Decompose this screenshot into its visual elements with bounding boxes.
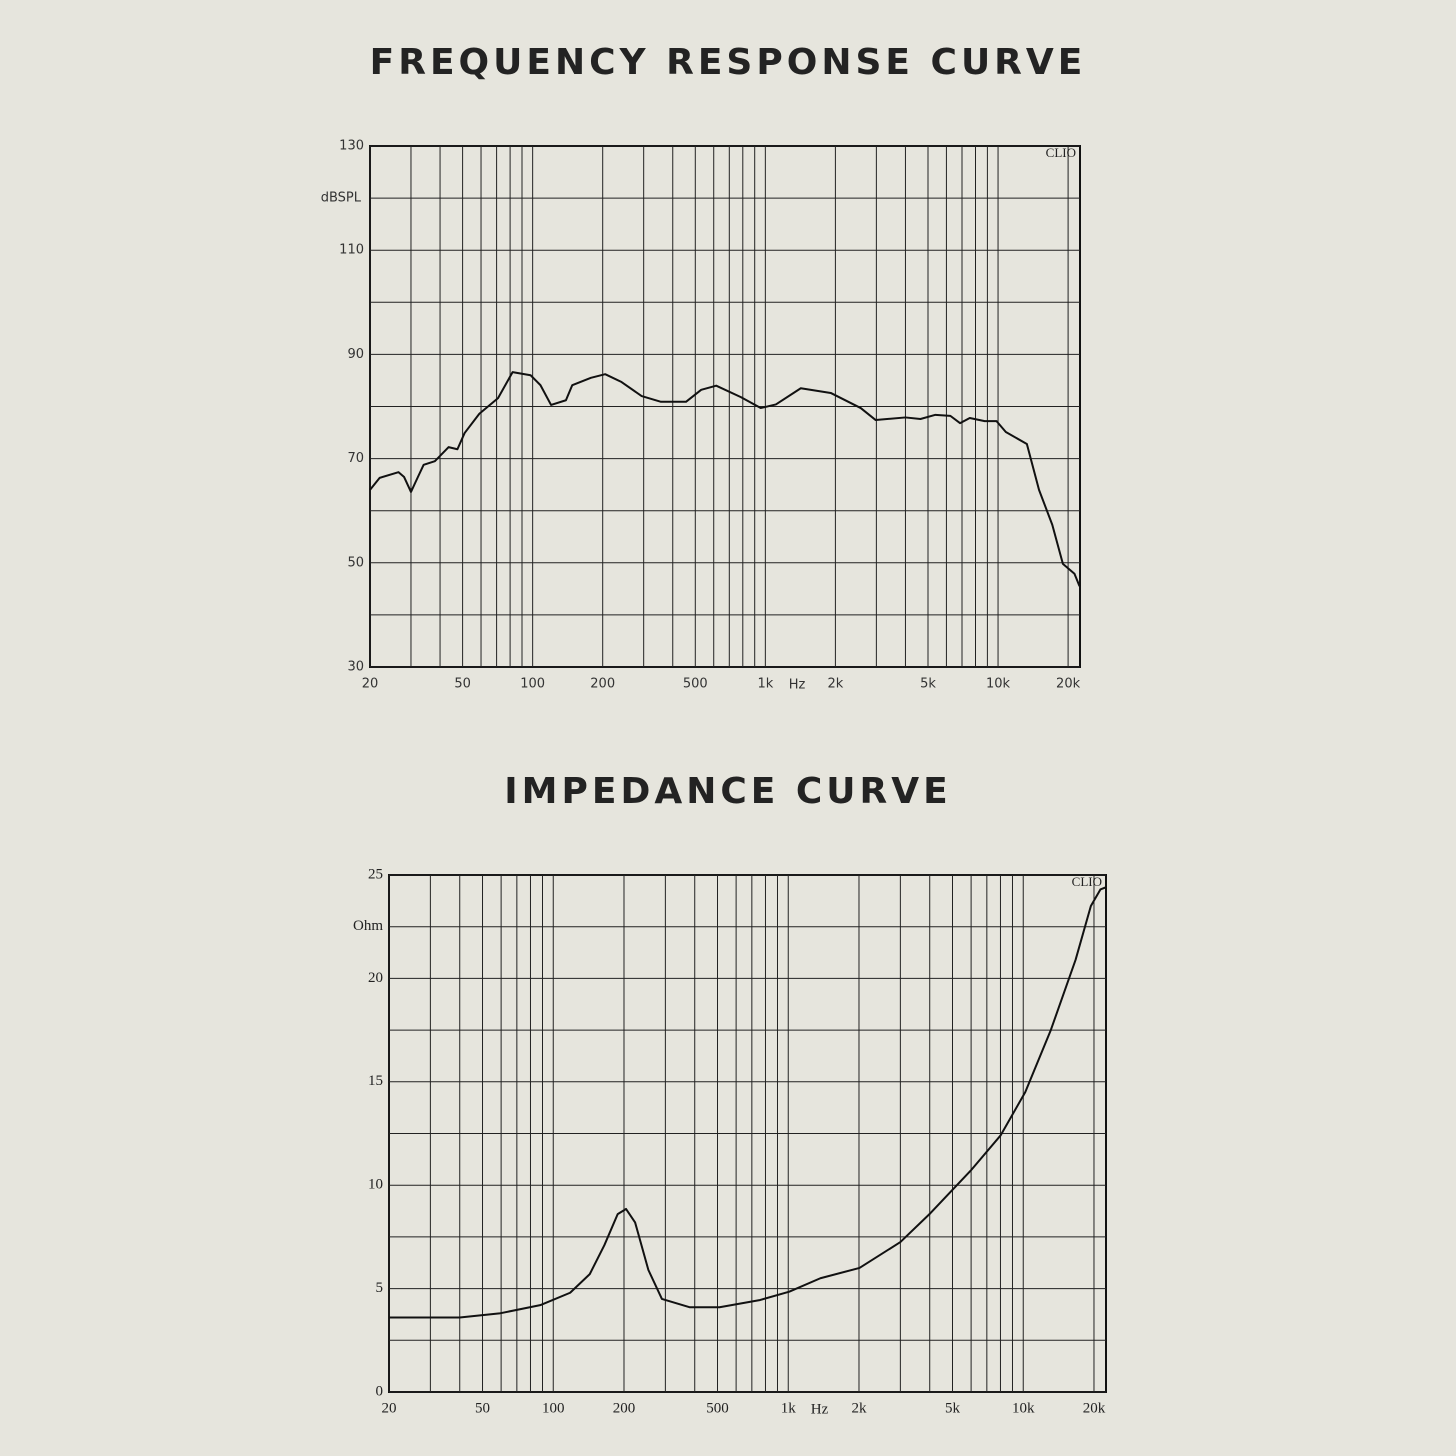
x-tick-label: 100 [542,1400,565,1416]
y-tick-label: 15 [368,1073,383,1089]
x-tick-label: 1k [757,677,773,692]
x-tick-label: 500 [683,677,708,692]
x-tick-label: 20k [1083,1400,1106,1416]
x-tick-label: 10k [986,677,1011,692]
response-line [369,371,1081,587]
y-tick-label: 130 [339,139,364,154]
x-tick-label: 200 [590,677,615,692]
y-tick-label: 25 [368,866,383,882]
x-tick-label: 20 [362,677,379,692]
x-tick-label: 50 [475,1400,490,1416]
y-tick-label: 50 [347,555,364,570]
annotation: CLIO [1072,874,1102,889]
x-axis-label: Hz [789,678,806,693]
y-tick-label: 110 [339,243,364,258]
x-tick-label: 50 [454,677,471,692]
y-tick-label: 5 [376,1280,384,1296]
chart-title: IMPEDANCE CURVE [504,771,951,812]
y-axis-label: Ohm [353,918,383,934]
x-axis-label: Hz [811,1401,829,1417]
y-tick-label: 30 [347,660,364,675]
y-tick-label: 20 [368,970,383,986]
chart-title: FREQUENCY RESPONSE CURVE [370,42,1087,83]
y-tick-label: 10 [368,1177,383,1193]
y-tick-label: 70 [347,451,364,466]
x-tick-label: 10k [1012,1400,1035,1416]
x-tick-label: 5k [920,677,936,692]
x-tick-label: 200 [613,1400,636,1416]
x-tick-label: 2k [827,677,843,692]
x-tick-label: 100 [520,677,545,692]
annotation: CLIO [1046,145,1076,160]
x-tick-label: 2k [851,1400,867,1416]
y-axis-label: dBSPL [321,191,362,206]
x-tick-label: 500 [706,1400,729,1416]
y-tick-label: 90 [347,347,364,362]
y-tick-label: 0 [376,1383,384,1399]
x-tick-label: 20 [382,1400,397,1416]
x-tick-label: 1k [781,1400,797,1416]
x-tick-label: 20k [1056,677,1081,692]
response-line [389,886,1106,1319]
x-tick-label: 5k [945,1400,961,1416]
